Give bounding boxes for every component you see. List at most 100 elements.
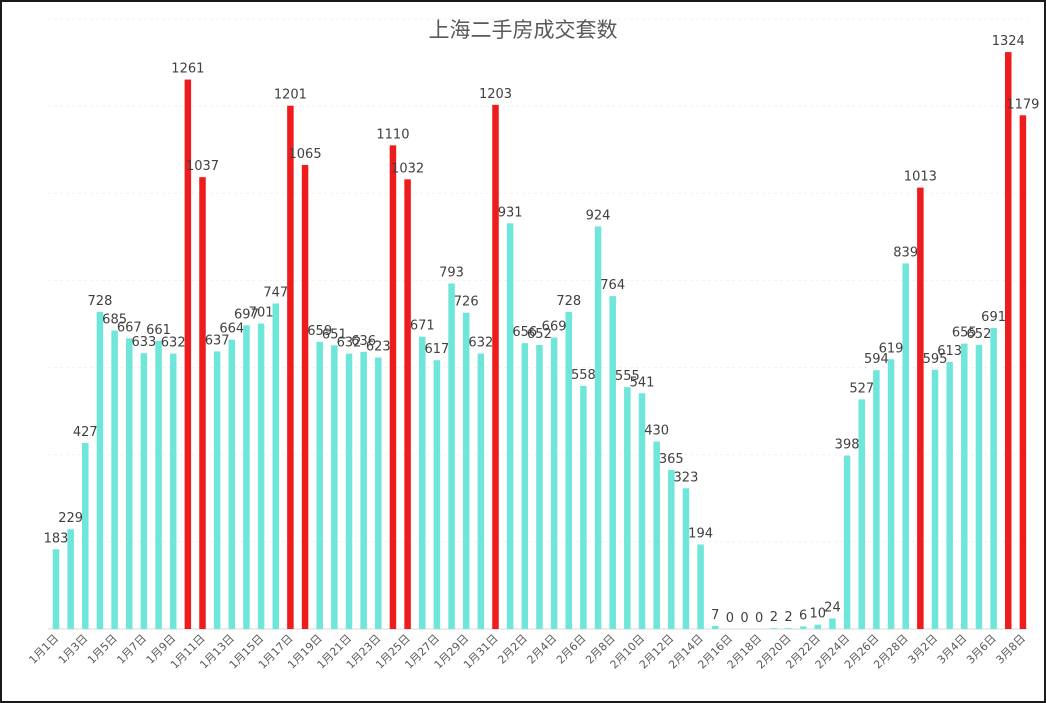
- data-label: 194: [688, 526, 713, 541]
- bar-1月3日: [82, 442, 89, 629]
- data-label: 10: [810, 607, 827, 622]
- data-label: 1261: [171, 62, 204, 77]
- bar-2月20日: [785, 628, 792, 629]
- data-label: 1203: [479, 87, 512, 102]
- data-label: 555: [615, 369, 640, 384]
- x-tick-label: 3月2日: [905, 632, 940, 667]
- data-label: 651: [322, 327, 347, 342]
- data-label: 617: [424, 342, 449, 357]
- bar-1月25日: [404, 179, 411, 629]
- bar-1月16日: [272, 303, 279, 629]
- bar-2月28日: [902, 263, 909, 629]
- x-tick-label: 3月8日: [993, 632, 1028, 667]
- data-label: 595: [923, 352, 948, 367]
- data-label: 685: [102, 313, 127, 328]
- data-label: 1110: [376, 127, 409, 142]
- data-label: 427: [73, 425, 98, 440]
- bar-2月13日: [682, 488, 690, 629]
- bar-3月1日: [917, 187, 924, 629]
- bar-1月10日: [184, 79, 192, 629]
- data-label: 1201: [274, 88, 307, 103]
- bar-1月4日: [96, 311, 104, 629]
- data-label: 323: [674, 470, 699, 485]
- bar-1月28日: [448, 283, 455, 629]
- data-label: 691: [981, 310, 1006, 325]
- data-label: 6: [799, 608, 807, 623]
- data-label: 726: [454, 295, 479, 310]
- bar-2月1日: [506, 223, 514, 629]
- data-label: 558: [571, 368, 596, 383]
- bar-1月30日: [477, 353, 485, 629]
- data-label: 430: [644, 424, 669, 439]
- data-label: 764: [600, 278, 625, 293]
- data-label: 24: [824, 601, 841, 616]
- data-label: 1032: [391, 161, 424, 176]
- data-label: 636: [351, 334, 376, 349]
- x-tick-label: 1月1日: [26, 632, 61, 667]
- data-label: 1179: [1006, 97, 1039, 112]
- bar-2月6日: [580, 385, 587, 629]
- data-label: 667: [117, 320, 142, 335]
- data-label: 655: [952, 326, 977, 341]
- data-label: 1013: [904, 170, 937, 185]
- bar-3月6日: [990, 327, 997, 629]
- data-label: 2: [770, 610, 778, 625]
- bar-1月12日: [213, 351, 221, 629]
- bar-3月4日: [961, 343, 968, 629]
- bar-3月2日: [931, 369, 939, 629]
- data-label: 637: [205, 333, 230, 348]
- data-label: 664: [219, 322, 244, 337]
- bar-3月3日: [946, 361, 953, 629]
- bar-1月15日: [257, 323, 265, 629]
- data-label: 1065: [289, 147, 322, 162]
- data-label: 541: [630, 375, 655, 390]
- data-label: 671: [410, 319, 435, 334]
- data-label: 594: [864, 352, 889, 367]
- bar-1月8日: [155, 340, 162, 629]
- x-tick-label: 1月3日: [56, 632, 91, 667]
- bar-1月29日: [462, 312, 470, 629]
- data-label: 656: [512, 325, 537, 340]
- data-label: 7: [711, 608, 719, 623]
- x-tick-label: 1月5日: [85, 632, 120, 667]
- data-label: 632: [468, 336, 493, 351]
- data-label: 633: [131, 335, 156, 350]
- bar-3月7日: [1005, 52, 1012, 630]
- bar-1月21日: [345, 353, 353, 629]
- data-label: 619: [879, 341, 904, 356]
- data-label: 747: [263, 286, 288, 301]
- data-label: 659: [307, 324, 332, 339]
- x-tick-label: 2月4日: [525, 632, 560, 667]
- data-label: 931: [498, 205, 523, 220]
- x-tick-label: 2月2日: [495, 632, 530, 667]
- bar-2月5日: [565, 311, 572, 629]
- bar-2月7日: [594, 226, 602, 629]
- bar-2月22日: [814, 624, 822, 629]
- bar-2月15日: [712, 625, 719, 629]
- bar-1月11日: [199, 177, 206, 629]
- data-label: 623: [366, 340, 391, 355]
- data-label: 669: [542, 320, 567, 335]
- data-label: 661: [146, 323, 171, 338]
- bar-2月25日: [858, 399, 865, 629]
- bar-1月20日: [331, 345, 338, 629]
- bar-3月5日: [975, 344, 983, 629]
- data-label: 632: [161, 336, 186, 351]
- data-label: 229: [58, 511, 83, 526]
- bar-1月31日: [492, 104, 499, 630]
- x-tick-label: 1月7日: [114, 632, 149, 667]
- data-label: 365: [659, 452, 684, 467]
- bar-1月26日: [419, 336, 426, 629]
- bar-1月23日: [375, 357, 382, 629]
- data-label: 632: [337, 336, 362, 351]
- data-label: 0: [755, 611, 763, 626]
- x-tick-label: 3月6日: [964, 632, 999, 667]
- bar-1月13日: [228, 339, 236, 629]
- bar-2月12日: [668, 469, 675, 629]
- data-label: 701: [249, 306, 274, 321]
- bar-2月9日: [624, 387, 631, 629]
- bar-2月11日: [653, 441, 660, 629]
- data-label: 839: [893, 245, 918, 260]
- data-label: 652: [527, 327, 552, 342]
